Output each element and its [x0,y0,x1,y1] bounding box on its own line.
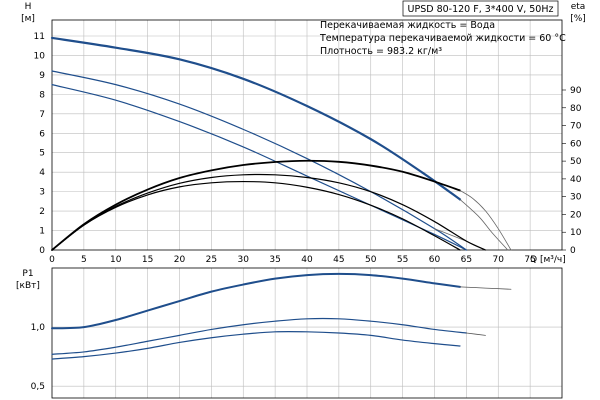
y-axis-unit: [м] [21,14,35,24]
efficiency-curve [51,173,487,251]
head-chart-series [50,36,512,251]
x-tick-label: 45 [333,255,344,265]
y-tick-label: 8 [39,90,45,100]
y-tick-label: 7 [39,110,45,120]
efficiency-curve [51,180,461,251]
y2-tick-label: 50 [570,157,582,167]
power-y-axis-unit: [кВт] [16,281,40,291]
x-tick-label: 50 [365,255,377,265]
y-tick-label: 11 [34,32,45,42]
head-chart-frame [51,19,563,251]
x-tick-label: 15 [142,255,153,265]
power-chart-ticks: 0,5 1,0 [31,323,46,392]
y-tick-label: 5 [39,149,45,159]
head-curve [51,84,467,251]
power-y-axis-label: P1 [22,269,33,279]
x-tick-label: 5 [81,255,87,265]
power-curve [51,330,461,360]
y2-tick-label: 90 [570,86,582,96]
power-chart-frame [51,267,563,399]
head-curve [50,36,462,201]
y2-tick-label: 30 [570,193,582,203]
y2-tick-label: 40 [570,175,582,185]
power-y-tick-label: 0,5 [31,382,45,392]
y-tick-label: 4 [39,168,45,178]
x-axis-unit: Q [м³/ч] [530,255,566,265]
info-line-density: Плотность = 983.2 кг/м³ [320,46,442,57]
power-curve [51,317,467,355]
x-tick-label: 10 [110,255,122,265]
power-y-tick-label: 1,0 [31,323,46,333]
y-tick-label: 10 [34,51,46,61]
x-tick-label: 30 [238,255,250,265]
power-curve [51,272,461,330]
head-chart-ticks: 0 5 10 15 20 25 30 35 40 45 50 55 60 65 70 750123456789… [34,32,582,265]
power-chart-grid [52,268,562,398]
x-tick-label: 60 [429,255,441,265]
y-axis-label: H [25,2,32,12]
y2-axis-label: eta [571,2,586,12]
head-curve [51,70,467,251]
y2-axis-unit: [%] [570,14,586,24]
y-tick-label: 3 [39,188,45,198]
y2-tick-label: 20 [570,210,582,220]
y-tick-label: 0 [39,246,45,256]
y2-tick-label: 10 [570,228,582,238]
y-tick-label: 2 [39,207,45,217]
head-curve-extension [459,199,509,251]
x-tick-label: 65 [461,255,472,265]
title-box [402,0,559,17]
x-tick-label: 75 [524,255,535,265]
power-chart-series [51,272,512,360]
power-curve-extension [465,332,486,336]
efficiency-curve [51,159,461,251]
head-chart-grid [52,20,562,250]
x-tick-label: 40 [301,255,313,265]
y2-tick-label: 60 [570,139,582,149]
y-tick-label: 9 [39,71,45,81]
y2-tick-label: 70 [570,122,582,132]
y-tick-label: 1 [39,227,45,237]
x-tick-label: 35 [269,255,280,265]
x-tick-label: 70 [493,255,505,265]
efficiency-curve-extension [459,190,512,251]
info-line-temperature: Температура перекачиваемой жидкости = 60… [319,33,566,44]
y-tick-label: 6 [39,129,45,139]
x-tick-label: 20 [174,255,186,265]
y2-tick-label: 0 [570,246,576,256]
info-line-liquid: Перекачиваемая жидкость = Вода [320,20,495,31]
power-curve-extension [459,286,512,290]
x-tick-label: 0 [49,255,55,265]
x-tick-label: 55 [397,255,408,265]
y2-tick-label: 80 [570,104,582,114]
chart-title: UPSD 80-120 F, 3*400 V, 50Hz [408,4,554,15]
x-tick-label: 25 [206,255,217,265]
